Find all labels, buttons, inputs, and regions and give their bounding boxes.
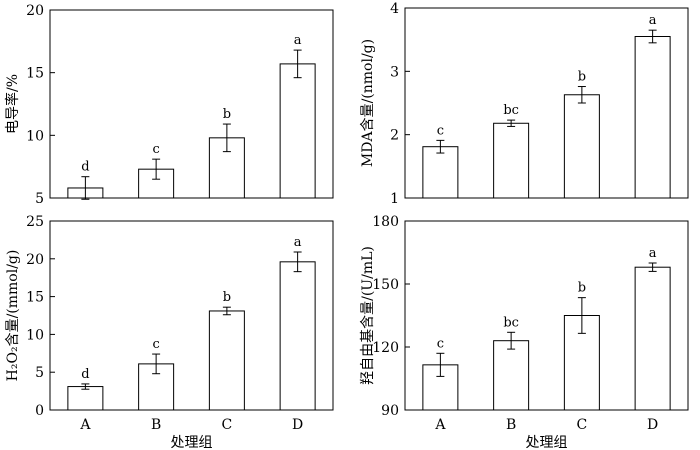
panel-3-ytick-label: 20 — [26, 252, 44, 268]
panel-4-ytick-label: 180 — [372, 214, 399, 230]
panel-1-sig-letter-C: b — [223, 107, 231, 122]
panel-4-ytick-label: 120 — [372, 340, 399, 356]
panel-1-ytick-label: 15 — [26, 66, 44, 82]
panel-1-bar-B — [138, 168, 175, 199]
panel-4-xlabel: 处理组 — [526, 435, 568, 450]
panel-3-ytick-label: 25 — [26, 214, 44, 230]
panel-2-ytick-label: 1 — [390, 191, 399, 207]
panel-1-plot-frame — [49, 9, 334, 199]
panel-1-sig-letter-D: a — [294, 33, 302, 48]
panel-4-xtick-label: B — [506, 417, 516, 433]
panel-3-xtick-label: A — [79, 417, 91, 433]
panel-4-sig-letter-D: a — [649, 246, 657, 261]
panel-2-sig-letter-A: c — [437, 123, 444, 138]
panel-1-bar-C — [208, 137, 245, 199]
panel-2-bar-B — [493, 122, 530, 199]
panel-1-ytick-label: 5 — [35, 191, 44, 207]
panel-1-ylabel: 电导率/% — [4, 74, 21, 134]
panel-4-sig-letter-C: b — [578, 281, 586, 296]
panel-2-bar-D — [634, 36, 671, 199]
panel-3-plot-frame — [49, 220, 334, 411]
panel-2-sig-letter-C: b — [578, 70, 586, 85]
panel-4-ytick-label: 150 — [372, 277, 399, 293]
panel-3-sig-letter-D: a — [294, 235, 302, 250]
panel-4-plot-frame — [404, 220, 689, 411]
panel-3-bar-A — [67, 386, 104, 411]
panel-3-ytick-label: 5 — [35, 365, 44, 381]
panel-1-ytick-label: 10 — [26, 128, 44, 144]
panel-4-xtick-label: D — [647, 417, 658, 433]
panel-4-xtick-label: C — [577, 417, 588, 433]
panel-3-sig-letter-C: b — [223, 290, 231, 305]
panel-3-ytick-label: 10 — [26, 327, 44, 343]
panel-2-ylabel: MDA含量/(nmol/g) — [360, 39, 376, 167]
panel-4-ytick-label: 90 — [381, 403, 399, 419]
panel-3-xlabel: 处理组 — [171, 435, 213, 450]
panel-3-ytick-label: 15 — [26, 290, 44, 306]
panel-4-xtick-label: A — [434, 417, 446, 433]
panel-3-bar-D — [279, 261, 316, 411]
panel-2-bar-C — [563, 94, 600, 199]
panel-4-ylabel: 羟自由基含量/(U/mL) — [359, 246, 376, 385]
panel-1-sig-letter-B: c — [152, 142, 159, 157]
panel-2-ytick-label: 3 — [390, 64, 399, 80]
panel-3-xtick-label: D — [292, 417, 303, 433]
panel-4-sig-letter-A: c — [437, 336, 444, 351]
panel-3-ytick-label: 0 — [35, 403, 44, 419]
panel-2-sig-letter-B: bc — [503, 103, 519, 118]
panel-4-bar-D — [634, 266, 671, 411]
panel-4-sig-letter-B: bc — [503, 315, 519, 330]
panel-1-bar-D — [279, 63, 316, 199]
panel-3-xtick-label: C — [222, 417, 233, 433]
panel-2-plot-frame — [404, 7, 689, 199]
panel-3-xtick-label: B — [151, 417, 161, 433]
panel-2-sig-letter-D: a — [649, 13, 657, 28]
panel-1-sig-letter-A: d — [81, 160, 89, 175]
panel-1-ytick-label: 20 — [26, 3, 44, 19]
panel-4-bar-B — [493, 340, 530, 411]
panel-3-bar-C — [208, 310, 245, 411]
panel-3-sig-letter-B: c — [152, 337, 159, 352]
panel-2-ytick-label: 4 — [390, 1, 399, 17]
panel-3-sig-letter-A: d — [81, 367, 89, 382]
panel-3-ylabel: H₂O₂含量/(mmol/g) — [5, 250, 21, 382]
panel-2-bar-A — [422, 146, 459, 199]
panel-2-ytick-label: 2 — [390, 128, 399, 144]
